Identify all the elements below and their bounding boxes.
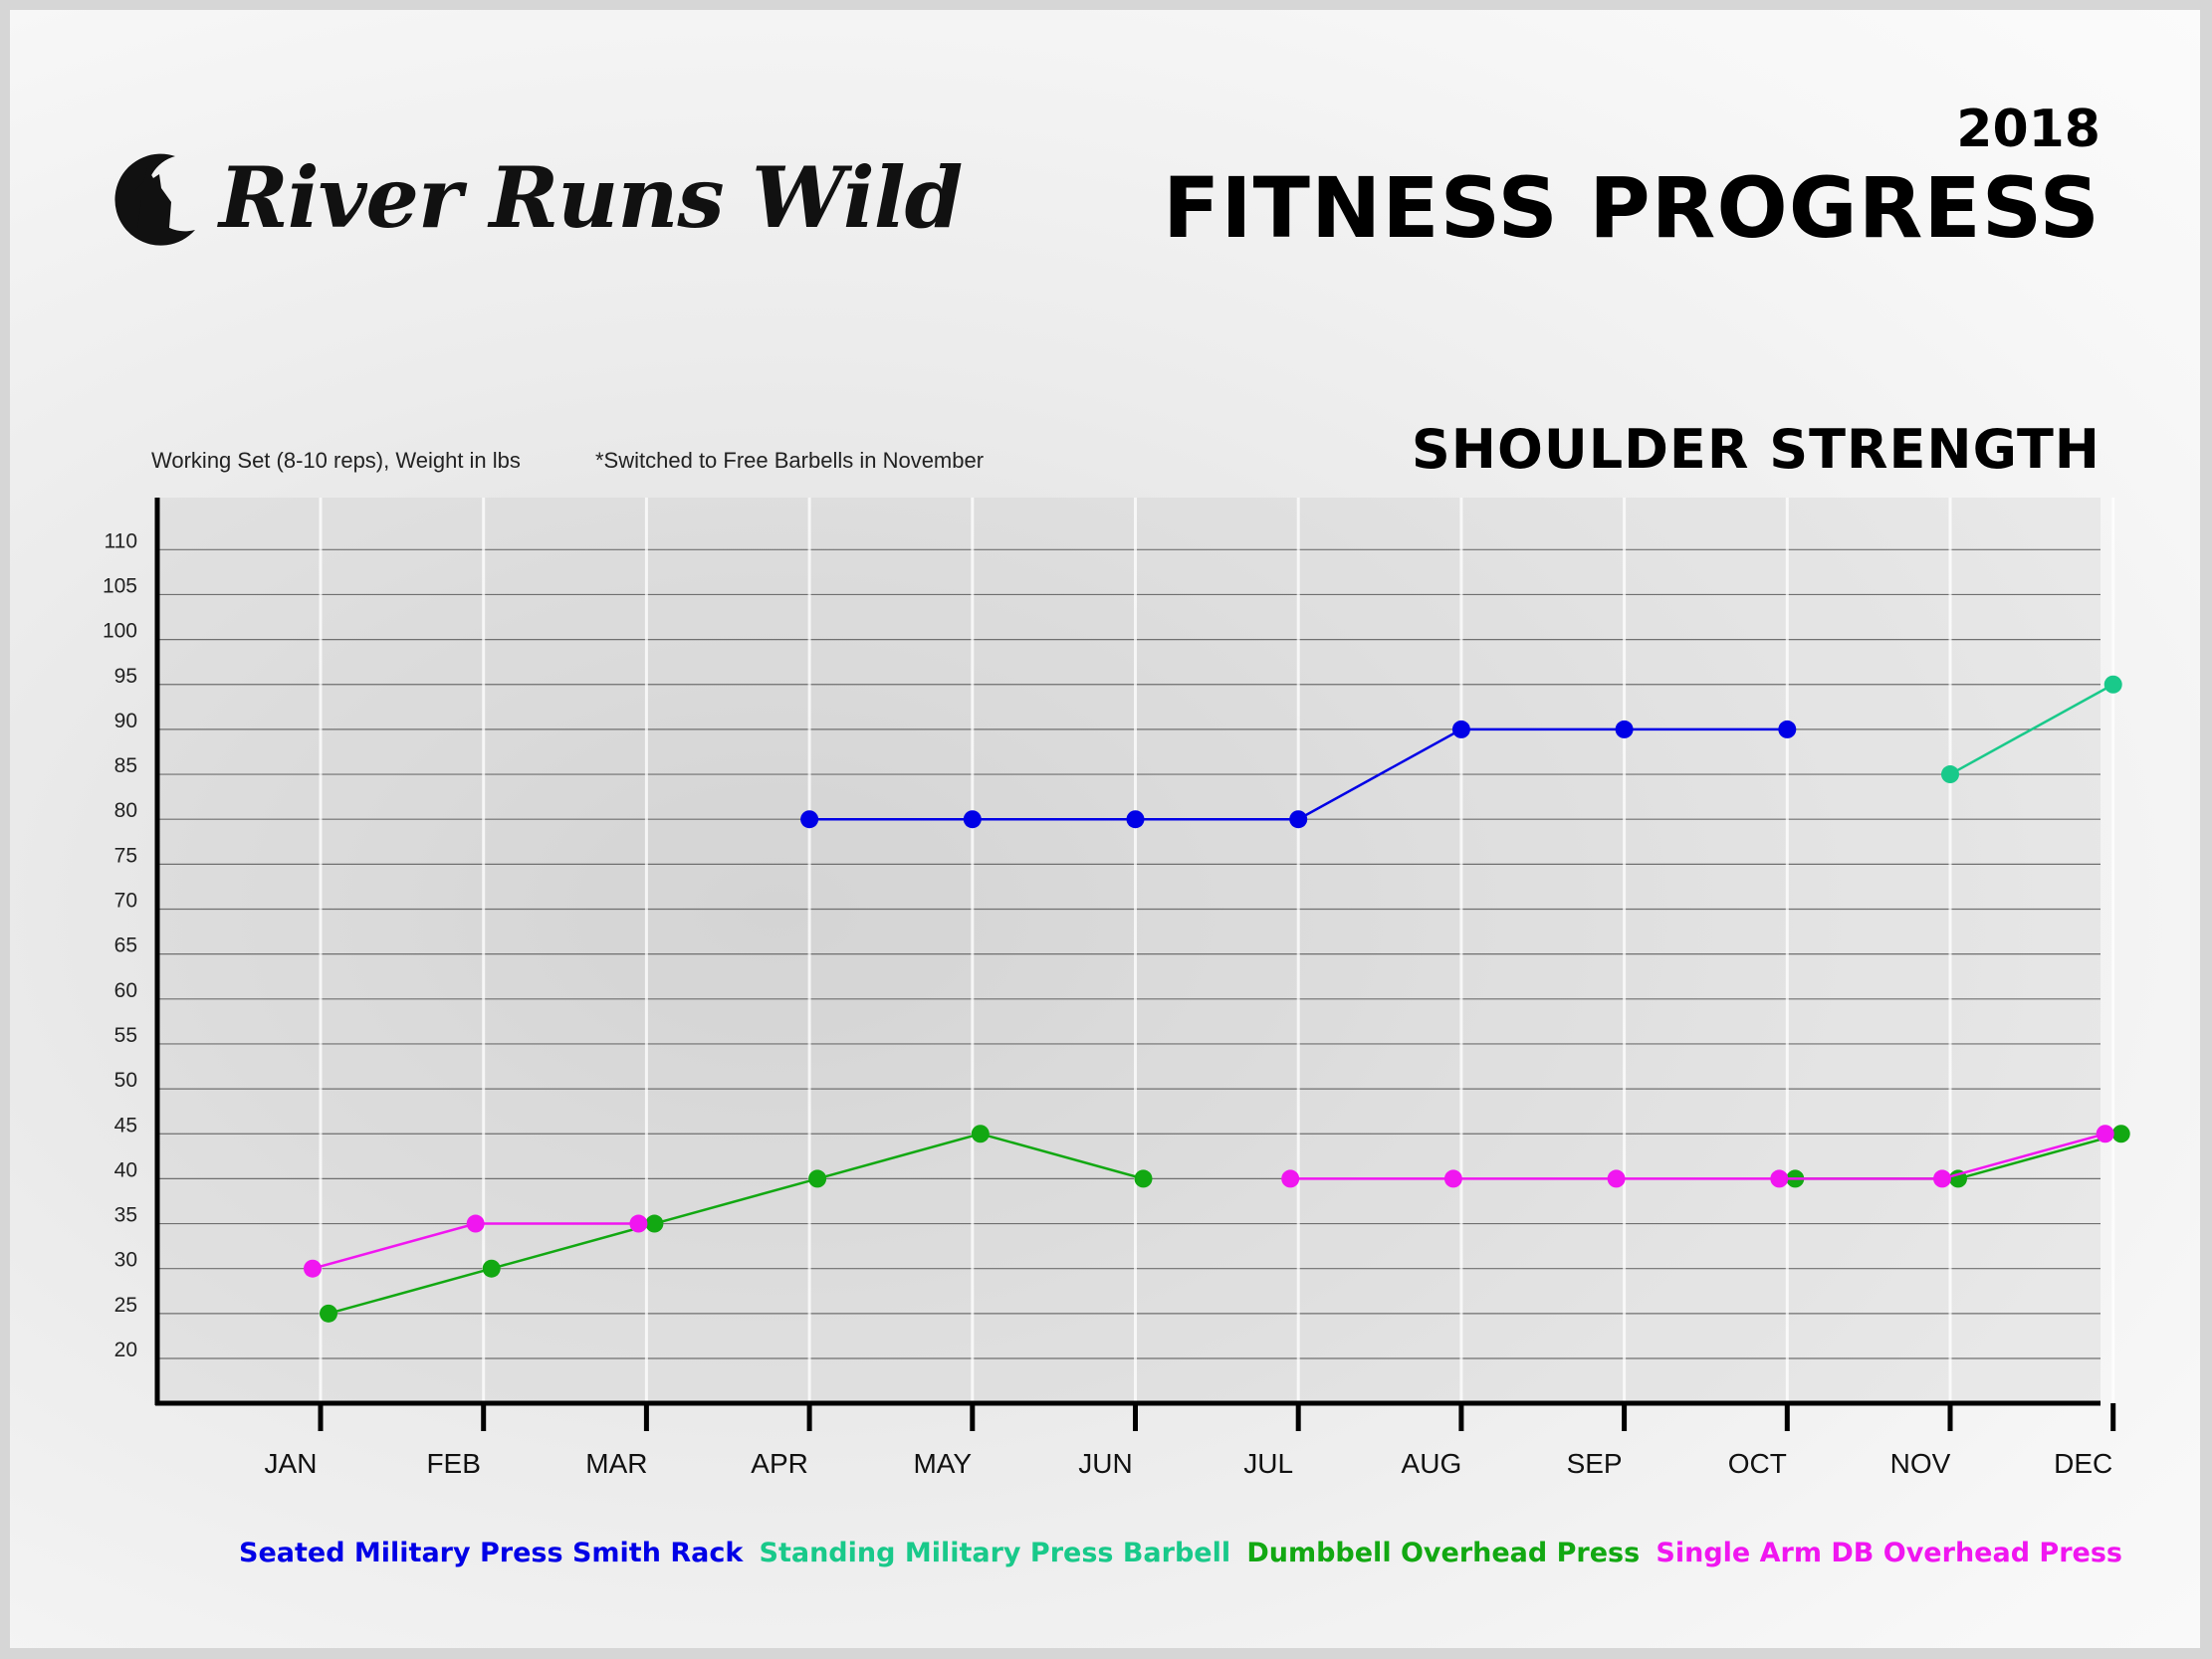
y-tick-label: 75	[114, 844, 137, 867]
y-tick-label: 50	[114, 1069, 137, 1092]
data-point	[629, 1214, 648, 1233]
data-point	[963, 810, 982, 829]
y-tick-label: 90	[114, 710, 137, 732]
y-tick-label: 40	[114, 1158, 137, 1181]
legend-single-arm-db-overhead-press: Single Arm DB Overhead Press	[1656, 1538, 2122, 1568]
chart-legend: Seated Military Press Smith Rack Standin…	[239, 1538, 2122, 1568]
x-tick-label: OCT	[1728, 1448, 1787, 1479]
chart-title: SHOULDER STRENGTH	[1411, 418, 2101, 481]
data-point	[1770, 1169, 1789, 1188]
data-point	[466, 1214, 485, 1233]
y-tick-label: 30	[114, 1249, 137, 1272]
brand-name: River Runs Wild	[219, 147, 963, 247]
data-point	[2111, 1125, 2130, 1143]
data-point	[1615, 720, 1634, 738]
x-tick-label: MAY	[913, 1448, 972, 1479]
plot-background	[157, 498, 2101, 1403]
legend-dumbbell-overhead-press: Dumbbell Overhead Press	[1246, 1538, 1641, 1568]
brand-logo: River Runs Wild	[98, 137, 963, 257]
x-tick-label: SEP	[1567, 1448, 1623, 1479]
series-0	[800, 720, 1797, 829]
data-point	[320, 1304, 337, 1323]
data-point	[800, 810, 819, 829]
working-set-note: Working Set (8-10 reps), Weight in lbs	[151, 448, 521, 473]
month-gridlines	[319, 498, 2115, 1403]
x-axis-ticks	[318, 1403, 2116, 1431]
y-tick-label: 35	[114, 1204, 137, 1227]
series-line	[328, 1132, 1144, 1316]
poster-frame: River Runs Wild 2018 FITNESS PROGRESS Wo…	[10, 10, 2200, 1648]
y-tick-label: 45	[114, 1114, 137, 1137]
y-tick-label: 55	[114, 1024, 137, 1047]
data-point	[1933, 1169, 1951, 1188]
legend-seated-military-press: Seated Military Press Smith Rack	[239, 1538, 744, 1568]
y-tick-label: 100	[103, 620, 137, 643]
y-tick-label: 25	[114, 1294, 137, 1317]
data-point	[482, 1259, 501, 1278]
line-chart: 20 25 30 35 40 45 50 55 60 65 70 75 80 85 90 95 100 105 11…	[103, 498, 2130, 1479]
data-point	[645, 1214, 664, 1233]
x-tick-label: APR	[751, 1448, 808, 1479]
x-tick-label: JUN	[1078, 1448, 1132, 1479]
y-tick-label: 110	[105, 529, 137, 552]
grid-lines	[157, 548, 2101, 1359]
data-point	[2103, 675, 2122, 694]
x-tick-label: FEB	[426, 1448, 480, 1479]
x-tick-label: MAR	[585, 1448, 647, 1479]
x-tick-label: JUL	[1243, 1448, 1293, 1479]
y-tick-label: 60	[114, 979, 137, 1002]
series-line	[1290, 1133, 2106, 1180]
y-tick-label: 65	[114, 934, 137, 957]
data-point	[2096, 1125, 2114, 1143]
data-point	[304, 1259, 322, 1278]
data-point	[1443, 1169, 1462, 1188]
y-tick-label: 20	[114, 1339, 137, 1361]
page-title: FITNESS PROGRESS	[1163, 159, 2101, 257]
data-point	[1281, 1169, 1300, 1188]
x-tick-label: JAN	[265, 1448, 318, 1479]
x-tick-label: DEC	[2054, 1448, 2112, 1479]
switch-note: *Switched to Free Barbells in November	[595, 448, 985, 473]
year-label: 2018	[1956, 100, 2101, 159]
data-point	[1778, 720, 1797, 738]
y-tick-label: 70	[114, 890, 137, 913]
series-1	[1941, 675, 2122, 784]
data-point	[1289, 810, 1308, 829]
series-layer	[304, 675, 2130, 1323]
data-point	[1607, 1169, 1626, 1188]
data-point	[1134, 1169, 1153, 1188]
x-tick-label: AUG	[1402, 1448, 1462, 1479]
data-point	[808, 1169, 827, 1188]
data-point	[1126, 810, 1145, 829]
series-3	[304, 1125, 2114, 1278]
series-line	[1949, 683, 2114, 776]
data-point	[1451, 720, 1470, 738]
y-tick-label: 105	[103, 574, 137, 597]
y-tick-label: 80	[114, 799, 137, 822]
y-axis-tick-labels: 20 25 30 35 40 45 50 55 60 65 70 75 80 85 90 95 100 105 11…	[103, 529, 137, 1361]
legend-standing-military-press: Standing Military Press Barbell	[759, 1538, 1231, 1568]
y-tick-label: 95	[114, 665, 137, 688]
data-point	[1941, 765, 1959, 784]
y-tick-label: 85	[114, 754, 137, 777]
wolf-moon-logo-icon	[114, 153, 195, 246]
x-axis-tick-labels: JAN FEB MAR APR MAY JUN JUL AUG SEP OCT NOV DEC	[265, 1448, 2113, 1479]
x-tick-label: NOV	[1890, 1448, 1951, 1479]
data-point	[971, 1125, 990, 1143]
